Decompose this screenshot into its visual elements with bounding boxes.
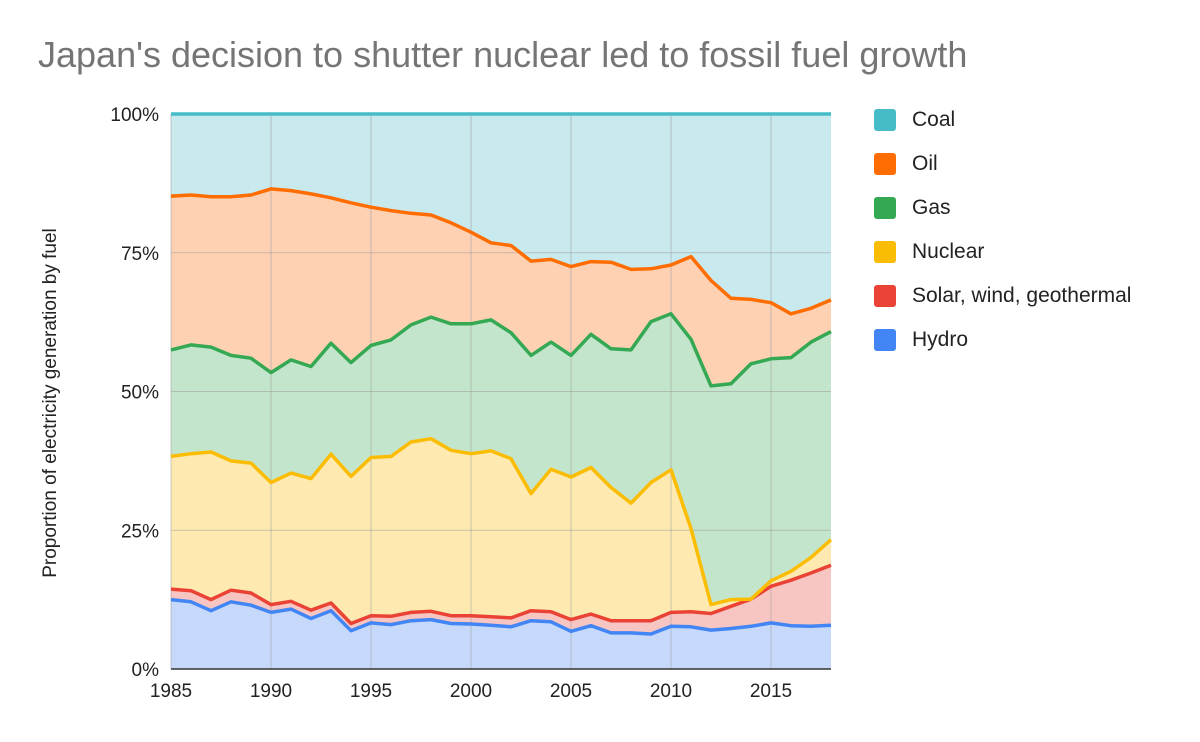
legend-item-renewables: Solar, wind, geothermal [874, 274, 1131, 318]
area-coal [171, 114, 831, 314]
legend-item-coal: Coal [874, 98, 1131, 142]
y-tick-label: 75% [121, 244, 159, 265]
x-tick-label: 2000 [450, 681, 492, 702]
legend-label-renewables: Solar, wind, geothermal [912, 284, 1132, 307]
y-tick-label: 0% [132, 660, 160, 681]
legend-swatch-oil [874, 153, 896, 175]
y-axis-label: Proportion of electricity generation by … [40, 228, 61, 578]
x-tick-label: 1990 [250, 681, 292, 702]
legend-swatch-coal [874, 109, 896, 131]
y-tick-label: 100% [110, 105, 159, 126]
legend-swatch-hydro [874, 329, 896, 351]
x-tick-label: 2010 [650, 681, 692, 702]
x-tick-label: 1985 [150, 681, 192, 702]
legend-item-oil: Oil [874, 142, 1131, 186]
y-tick-label: 50% [121, 383, 159, 404]
y-tick-label: 25% [121, 521, 159, 542]
legend-swatch-renewables [874, 285, 896, 307]
area-oil [171, 188, 831, 386]
chart-title: Japan's decision to shutter nuclear led … [38, 34, 968, 75]
x-tick-label: 1995 [350, 681, 392, 702]
legend-item-gas: Gas [874, 186, 1131, 230]
legend-label-gas: Gas [912, 196, 951, 219]
area-layers [171, 114, 831, 669]
legend-swatch-nuclear [874, 241, 896, 263]
series-lines [170, 112, 833, 636]
legend-item-nuclear: Nuclear [874, 230, 1131, 274]
legend: Coal Oil Gas Nuclear Solar, wind, geothe… [874, 98, 1131, 362]
legend-swatch-gas [874, 197, 896, 219]
area-gas [171, 313, 831, 605]
legend-item-hydro: Hydro [874, 318, 1131, 362]
area-nuclear [171, 438, 831, 624]
area-solar-wind-geothermal [171, 565, 831, 634]
axes: 0% 25% 50% 75% 100% 1985 1990 1995 2000 2005 2010 2… [110, 105, 831, 702]
line-oil [170, 187, 832, 316]
line-solar-wind-geothermal [170, 563, 832, 626]
legend-label-hydro: Hydro [912, 328, 969, 351]
legend-label-nuclear: Nuclear [912, 240, 985, 263]
legend-label-oil: Oil [912, 152, 938, 175]
line-hydro [170, 597, 832, 636]
line-gas [170, 312, 832, 388]
line-nuclear [170, 436, 833, 607]
x-tick-label: 2005 [550, 681, 592, 702]
x-tick-label: 2015 [750, 681, 792, 702]
legend-label-coal: Coal [912, 108, 956, 131]
